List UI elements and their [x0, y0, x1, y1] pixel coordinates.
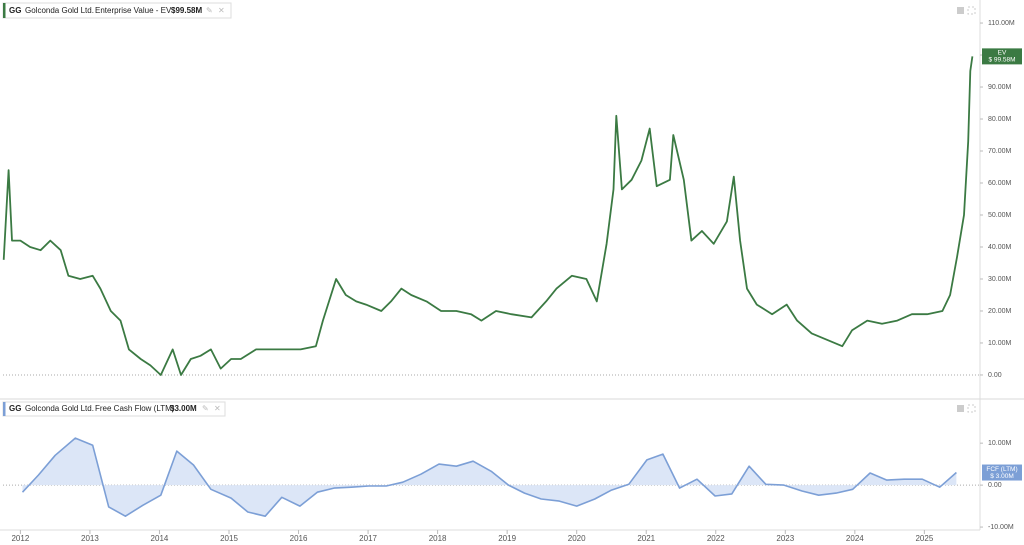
y-tick-label: 110.00M	[988, 20, 1015, 27]
y-tick-label: 30.00M	[988, 276, 1012, 283]
close-icon[interactable]: ✕	[218, 6, 225, 15]
value-badge	[982, 464, 1022, 481]
metric-value: $3.00M	[170, 404, 197, 413]
x-tick-label: 2025	[915, 534, 933, 543]
close-icon[interactable]: ✕	[214, 404, 221, 413]
x-tick-label: 2013	[81, 534, 99, 543]
company: Golconda Gold Ltd.	[25, 6, 94, 15]
y-tick-label: 10.00M	[988, 440, 1012, 447]
x-tick-label: 2012	[11, 534, 29, 543]
x-tick-label: 2018	[429, 534, 447, 543]
ticker: GG	[9, 6, 21, 15]
value-badge	[982, 48, 1022, 65]
x-tick-label: 2019	[498, 534, 516, 543]
header-accent	[3, 402, 6, 416]
x-tick-label: 2021	[637, 534, 655, 543]
edit-icon[interactable]: ✎	[206, 6, 213, 15]
y-tick-label: 90.00M	[988, 84, 1012, 91]
y-tick-label: 0.00	[988, 482, 1002, 489]
y-tick-label: 20.00M	[988, 308, 1012, 315]
add-icon[interactable]	[957, 405, 964, 412]
badge-label: FCF (LTM)	[986, 466, 1017, 473]
y-tick-label: 70.00M	[988, 148, 1012, 155]
y-tick-label: 50.00M	[988, 212, 1012, 219]
x-tick-label: 2016	[290, 534, 308, 543]
company: Golconda Gold Ltd.	[25, 404, 94, 413]
x-tick-label: 2015	[220, 534, 238, 543]
y-tick-label: 40.00M	[988, 244, 1012, 251]
metric-name: Free Cash Flow (LTM)	[95, 404, 175, 413]
area-fill	[22, 438, 957, 517]
expand-icon[interactable]	[967, 404, 976, 413]
header-accent	[3, 3, 6, 18]
x-tick-label: 2014	[151, 534, 169, 543]
data-line	[2, 56, 974, 376]
metric-value: $99.58M	[171, 6, 202, 15]
x-tick-label: 2023	[776, 534, 794, 543]
add-icon[interactable]	[957, 7, 964, 14]
x-tick-label: 2024	[846, 534, 864, 543]
edit-icon[interactable]: ✎	[202, 404, 209, 413]
x-tick-label: 2022	[707, 534, 725, 543]
metric-name: Enterprise Value - EV	[95, 6, 172, 15]
y-tick-label: 0.00	[988, 372, 1002, 379]
y-tick-label: -10.00M	[988, 524, 1014, 531]
expand-icon[interactable]	[967, 6, 976, 15]
badge-value: $ 3.00M	[990, 473, 1014, 480]
y-tick-label: 80.00M	[988, 116, 1012, 123]
y-tick-label: 60.00M	[988, 180, 1012, 187]
badge-label: EV	[998, 50, 1007, 57]
x-tick-label: 2020	[568, 534, 586, 543]
data-line	[21, 437, 957, 517]
y-tick-label: 10.00M	[988, 340, 1012, 347]
x-tick-label: 2017	[359, 534, 377, 543]
ticker: GG	[9, 404, 21, 413]
badge-value: $ 99.58M	[988, 57, 1015, 64]
